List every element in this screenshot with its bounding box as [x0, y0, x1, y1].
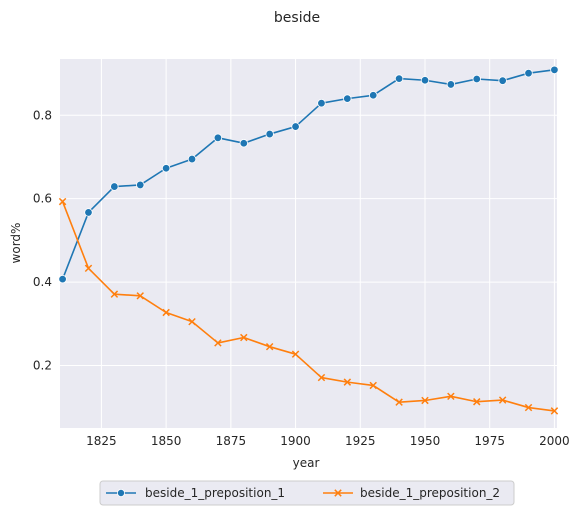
- data-point: [214, 339, 222, 347]
- x-tick-labels: 1825 1850 1875 1900 1925 1950 1975 2000: [86, 434, 570, 448]
- data-point: [473, 398, 481, 406]
- data-point: [136, 180, 145, 190]
- data-point: [58, 197, 67, 206]
- series-layer: [58, 65, 559, 415]
- data-point: [421, 396, 429, 405]
- data-point: [550, 65, 559, 75]
- y-axis-label: word%: [9, 223, 23, 264]
- x-tick-label: 1900: [280, 434, 311, 448]
- y-tick-label: 0.6: [33, 192, 52, 206]
- data-point: [188, 317, 196, 326]
- y-tick-label: 0.8: [33, 108, 52, 122]
- data-point: [136, 292, 144, 300]
- data-point: [343, 94, 352, 103]
- data-point: [472, 74, 481, 84]
- data-point: [420, 76, 430, 85]
- data-point: [265, 129, 274, 139]
- x-tick-label: 1975: [474, 434, 505, 448]
- data-point: [446, 80, 456, 89]
- legend-box: [99, 480, 515, 506]
- x-tick-label: 1825: [86, 434, 117, 448]
- data-point: [162, 308, 170, 317]
- data-point: [317, 98, 326, 108]
- x-tick-label: 1875: [216, 434, 247, 448]
- series-line-2: [61, 201, 555, 412]
- data-point: [58, 274, 67, 284]
- x-tick-label: 1850: [151, 434, 182, 448]
- data-point: [498, 76, 507, 85]
- series-2: [58, 197, 559, 415]
- y-tick-label: 0.2: [33, 358, 52, 372]
- data-point: [317, 373, 326, 382]
- data-point: [369, 91, 378, 100]
- y-tick-labels: 0.2 0.4 0.6 0.8: [33, 108, 52, 372]
- series-line-1: [61, 69, 555, 280]
- grid-lines: [60, 59, 557, 428]
- legend-x-marker: [334, 489, 342, 497]
- legend-marker-series-1: [117, 488, 126, 497]
- x-tick-label: 1950: [410, 434, 441, 448]
- legend: beside_1_preposition_1 beside_1_preposit…: [99, 480, 515, 506]
- series-1: [58, 65, 559, 284]
- data-point: [395, 398, 403, 406]
- legend-label-series-2: beside_1_preposition_2: [360, 486, 500, 500]
- legend-label-series-1: beside_1_preposition_1: [145, 486, 285, 500]
- data-point: [394, 74, 404, 83]
- chart-title: beside: [274, 10, 320, 26]
- data-point: [187, 154, 197, 164]
- data-point: [240, 333, 248, 342]
- data-point: [84, 208, 93, 217]
- data-point: [447, 392, 455, 401]
- data-point: [110, 290, 119, 298]
- x-tick-label: 1925: [345, 434, 376, 448]
- data-point: [161, 164, 171, 173]
- data-point: [110, 182, 119, 191]
- data-point: [213, 133, 223, 143]
- data-point: [524, 403, 533, 412]
- data-point: [524, 68, 533, 78]
- data-point: [291, 350, 300, 358]
- data-point: [343, 378, 352, 386]
- data-point: [498, 396, 507, 404]
- data-point: [550, 407, 559, 415]
- data-point: [291, 122, 300, 131]
- data-point: [84, 264, 93, 273]
- x-axis-label: year: [293, 456, 320, 470]
- data-point: [239, 139, 248, 148]
- data-point: [265, 342, 274, 351]
- legend-marker-series-2: [334, 489, 342, 497]
- data-point: [369, 381, 377, 390]
- y-tick-label: 0.4: [33, 275, 52, 289]
- x-tick-label: 2000: [539, 434, 570, 448]
